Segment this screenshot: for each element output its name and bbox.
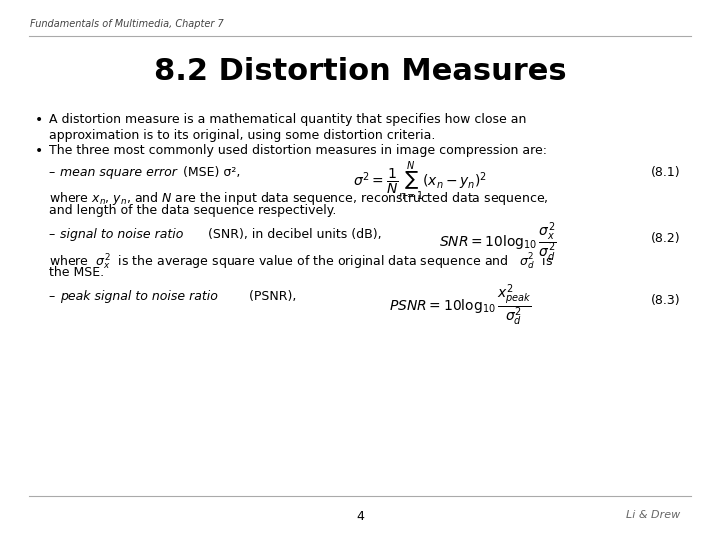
Text: the MSE.: the MSE. bbox=[49, 266, 104, 279]
Text: where $x_n$, $y_n$, and $N$ are the input data sequence, reconstructed data sequ: where $x_n$, $y_n$, and $N$ are the inpu… bbox=[49, 190, 549, 207]
Text: Li & Drew: Li & Drew bbox=[626, 510, 680, 521]
Text: A distortion measure is a mathematical quantity that specifies how close an: A distortion measure is a mathematical q… bbox=[49, 113, 526, 126]
Text: 4: 4 bbox=[356, 510, 364, 523]
Text: •: • bbox=[35, 144, 42, 158]
Text: –: – bbox=[49, 228, 59, 241]
Text: signal to noise ratio: signal to noise ratio bbox=[60, 228, 183, 241]
Text: (PSNR),: (PSNR), bbox=[245, 290, 296, 303]
Text: (8.1): (8.1) bbox=[651, 166, 680, 179]
Text: $SNR = 10\log_{10}\dfrac{\sigma_x^2}{\sigma_d^2}$: $SNR = 10\log_{10}\dfrac{\sigma_x^2}{\si… bbox=[439, 220, 557, 264]
Text: and length of the data sequence respectively.: and length of the data sequence respecti… bbox=[49, 204, 336, 217]
Text: (MSE) σ²,: (MSE) σ², bbox=[179, 166, 240, 179]
Text: (8.2): (8.2) bbox=[651, 232, 680, 245]
Text: (8.3): (8.3) bbox=[651, 294, 680, 307]
Text: Fundamentals of Multimedia, Chapter 7: Fundamentals of Multimedia, Chapter 7 bbox=[30, 19, 224, 29]
Text: (SNR), in decibel units (dB),: (SNR), in decibel units (dB), bbox=[204, 228, 382, 241]
Text: 8.2 Distortion Measures: 8.2 Distortion Measures bbox=[153, 57, 567, 86]
Text: –: – bbox=[49, 290, 59, 303]
Text: •: • bbox=[35, 113, 42, 127]
Text: $\sigma^2 = \dfrac{1}{N}\sum_{n=1}^{N}(x_n - y_n)^2$: $\sigma^2 = \dfrac{1}{N}\sum_{n=1}^{N}(x… bbox=[353, 159, 487, 202]
Text: –: – bbox=[49, 166, 59, 179]
Text: The three most commonly used distortion measures in image compression are:: The three most commonly used distortion … bbox=[49, 144, 547, 157]
Text: approximation is to its original, using some distortion criteria.: approximation is to its original, using … bbox=[49, 129, 436, 141]
Text: peak signal to noise ratio: peak signal to noise ratio bbox=[60, 290, 217, 303]
Text: where  $\sigma_x^2$  is the average square value of the original data sequence a: where $\sigma_x^2$ is the average square… bbox=[49, 252, 553, 273]
Text: mean square error: mean square error bbox=[60, 166, 176, 179]
Text: $PSNR = 10\log_{10}\dfrac{x_{peak}^2}{\sigma_d^2}$: $PSNR = 10\log_{10}\dfrac{x_{peak}^2}{\s… bbox=[389, 282, 531, 328]
